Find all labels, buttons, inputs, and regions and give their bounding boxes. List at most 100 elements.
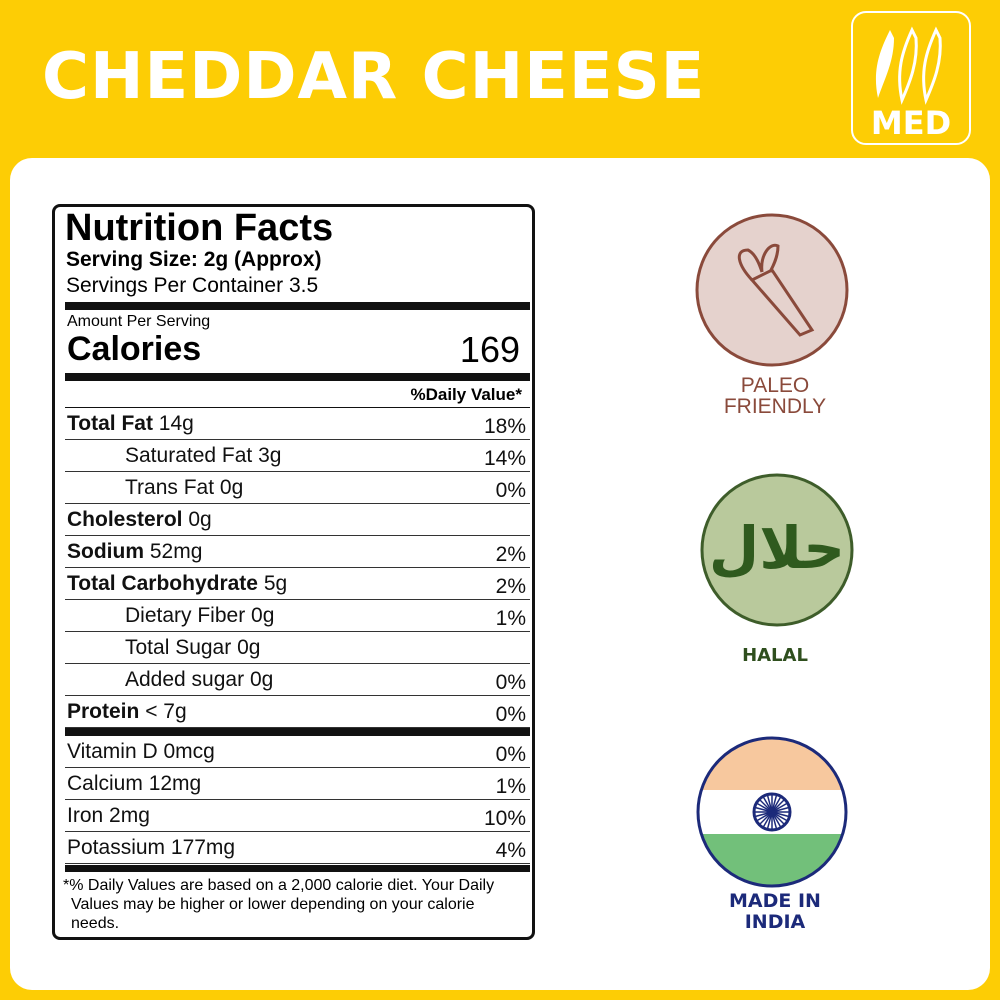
nutrient-amount: 5g	[263, 572, 288, 595]
paleo-icon	[695, 213, 849, 367]
nutrient-amount: 0g	[249, 668, 274, 691]
badge-label: INDIA	[744, 911, 806, 933]
footnote: needs.	[71, 915, 120, 932]
amount-per-serving: Amount Per Serving	[67, 313, 211, 330]
nutrient-amount: 2mg	[109, 804, 150, 827]
halal-icon: حلال	[700, 473, 854, 627]
thick-bar	[65, 302, 530, 310]
nutrient-amount: 52mg	[149, 540, 203, 563]
icon-circle	[696, 736, 848, 888]
india-icon	[696, 736, 848, 888]
thick-bar	[65, 373, 530, 381]
nutrient-amount: 177mg	[170, 836, 236, 859]
rule	[65, 407, 530, 408]
nutrient-amount: 0g	[251, 604, 275, 627]
daily-value: 10%	[483, 807, 526, 830]
nutrient-row: Vitamin D 0mcg 0%	[65, 736, 530, 768]
daily-value: 4%	[495, 839, 526, 862]
calories-value: 169	[459, 329, 520, 370]
nutrient-amount: 0g	[219, 476, 244, 499]
nutrient-name: Sodium	[67, 540, 144, 563]
nutrient-row: Cholesterol 0g	[65, 504, 530, 536]
thick-bar	[65, 865, 530, 872]
spoke	[754, 806, 790, 818]
spice-badge: MED	[851, 11, 971, 145]
nutrient-name: Total Sugar	[125, 636, 232, 659]
carrot-leaves	[737, 243, 780, 282]
nutrient-row: Iron 2mg 10%	[65, 800, 530, 832]
daily-value: 2%	[495, 543, 526, 566]
nutrient: Sodium 52mg	[67, 540, 202, 564]
nutrient-row: Total Fat 14g 18%	[65, 408, 530, 440]
nutrient-name: Total Carbohydrate	[67, 572, 258, 595]
nutrient-name: Dietary Fiber	[125, 604, 246, 627]
footnote: Values may be higher or lower depending …	[71, 896, 475, 913]
footnote: *% Daily Values are based on a 2,000 cal…	[63, 877, 495, 894]
nutrient: Total Carbohydrate 5g	[67, 572, 287, 596]
nutrient: Vitamin D 0mcg	[67, 740, 215, 764]
nutrient: Trans Fat 0g	[125, 476, 243, 500]
nutrient-row: Trans Fat 0g 0%	[65, 472, 530, 504]
nutrient-row: Added sugar 0g 0%	[65, 664, 530, 696]
carrot	[749, 268, 815, 337]
nutrient-amount: 0g	[188, 508, 212, 531]
badge-label: HALAL	[742, 645, 808, 666]
daily-value: 1%	[495, 607, 526, 630]
nutrient-amount: 14g	[158, 412, 194, 435]
product-title: CHEDDAR CHEESE	[42, 40, 706, 114]
nutrient: Dietary Fiber 0g	[125, 604, 274, 628]
icon-circle	[700, 473, 854, 627]
daily-value: 14%	[483, 447, 526, 470]
daily-value: 18%	[483, 415, 526, 438]
nutrient-amount: 0mcg	[163, 740, 215, 763]
nutrient-name: Protein	[67, 700, 140, 723]
nutrient-name: Cholesterol	[67, 508, 183, 531]
nutrient-name: Iron	[67, 804, 104, 827]
chakra-spokes	[754, 794, 790, 830]
daily-value: 2%	[495, 575, 526, 598]
chilli	[875, 30, 894, 98]
daily-value: 0%	[495, 703, 526, 726]
nutrient-row: Protein < 7g 0%	[65, 696, 530, 728]
nutrient-row: Calcium 12mg 1%	[65, 768, 530, 800]
nutrient-row: Sodium 52mg 2%	[65, 536, 530, 568]
daily-value: 0%	[495, 743, 526, 766]
nutrient-row: Saturated Fat 3g 14%	[65, 440, 530, 472]
badge-label: PALEO	[740, 374, 810, 397]
nutrient-name: Total Fat	[67, 412, 153, 435]
nutrient: Cholesterol 0g	[67, 508, 212, 532]
nutrient: Iron 2mg	[67, 804, 150, 828]
nutrient-row: Dietary Fiber 0g 1%	[65, 600, 530, 632]
nutrient-amount: 3g	[258, 444, 282, 467]
calories-label: Calories	[67, 330, 202, 368]
nutrient: Total Fat 14g	[67, 412, 194, 436]
nutrient: Added sugar 0g	[125, 668, 273, 692]
chilli	[922, 26, 942, 105]
nutrient-amount: 0g	[237, 636, 261, 659]
nutrient: Protein < 7g	[67, 700, 187, 724]
nutrient-amount: < 7g	[145, 700, 187, 723]
nutrient: Potassium 177mg	[67, 836, 235, 860]
nutrient-amount: 12mg	[148, 772, 202, 795]
dv-header: %Daily Value*	[410, 385, 522, 404]
nutrient-row: Potassium 177mg 4%	[65, 832, 530, 864]
badge-label: MADE IN	[729, 890, 821, 912]
nutrient: Calcium 12mg	[67, 772, 201, 796]
serving-size: Serving Size: 2g (Approx)	[66, 248, 322, 271]
nutrient: Saturated Fat 3g	[125, 444, 281, 468]
nutrient-row: Total Sugar 0g	[65, 632, 530, 664]
badge-label: FRIENDLY	[723, 395, 827, 418]
servings: Servings Per Container 3.5	[66, 274, 319, 297]
nutrient-row: Total Carbohydrate 5g 2%	[65, 568, 530, 600]
nutrient-name: Saturated Fat	[125, 444, 253, 467]
nutrient: Total Sugar 0g	[125, 636, 260, 660]
nutrient-name: Trans Fat	[125, 476, 215, 499]
halal-symbol: حلال	[709, 514, 845, 582]
thick-bar	[65, 728, 530, 736]
daily-value: 0%	[495, 479, 526, 502]
nutrition-label: Nutrition Facts Serving Size: 2g (Approx)…	[52, 204, 535, 940]
nutrient-name: Vitamin D	[67, 740, 158, 763]
nutrient-name: Potassium	[67, 836, 166, 859]
icon-circle	[695, 213, 849, 367]
